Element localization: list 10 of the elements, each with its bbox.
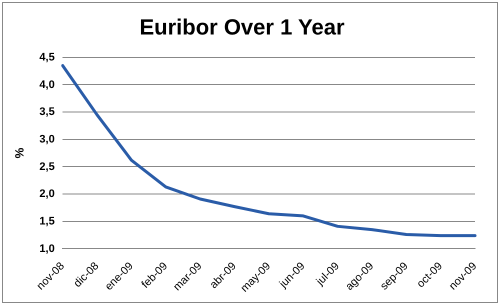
y-tick-label: 4,5 — [39, 51, 55, 64]
y-tick-label: 2,0 — [39, 188, 55, 200]
chart-title: Euribor Over 1 Year — [139, 14, 345, 40]
y-tick-label: 1,0 — [39, 242, 55, 255]
y-tick-label: 3,5 — [39, 106, 55, 118]
y-tick-label: 1,5 — [39, 215, 55, 228]
y-tick-label: 4,0 — [39, 78, 55, 91]
y-axis-title: % — [12, 147, 27, 158]
y-tick-label: 2,5 — [39, 160, 55, 173]
y-tick-label: 3,0 — [39, 133, 55, 146]
